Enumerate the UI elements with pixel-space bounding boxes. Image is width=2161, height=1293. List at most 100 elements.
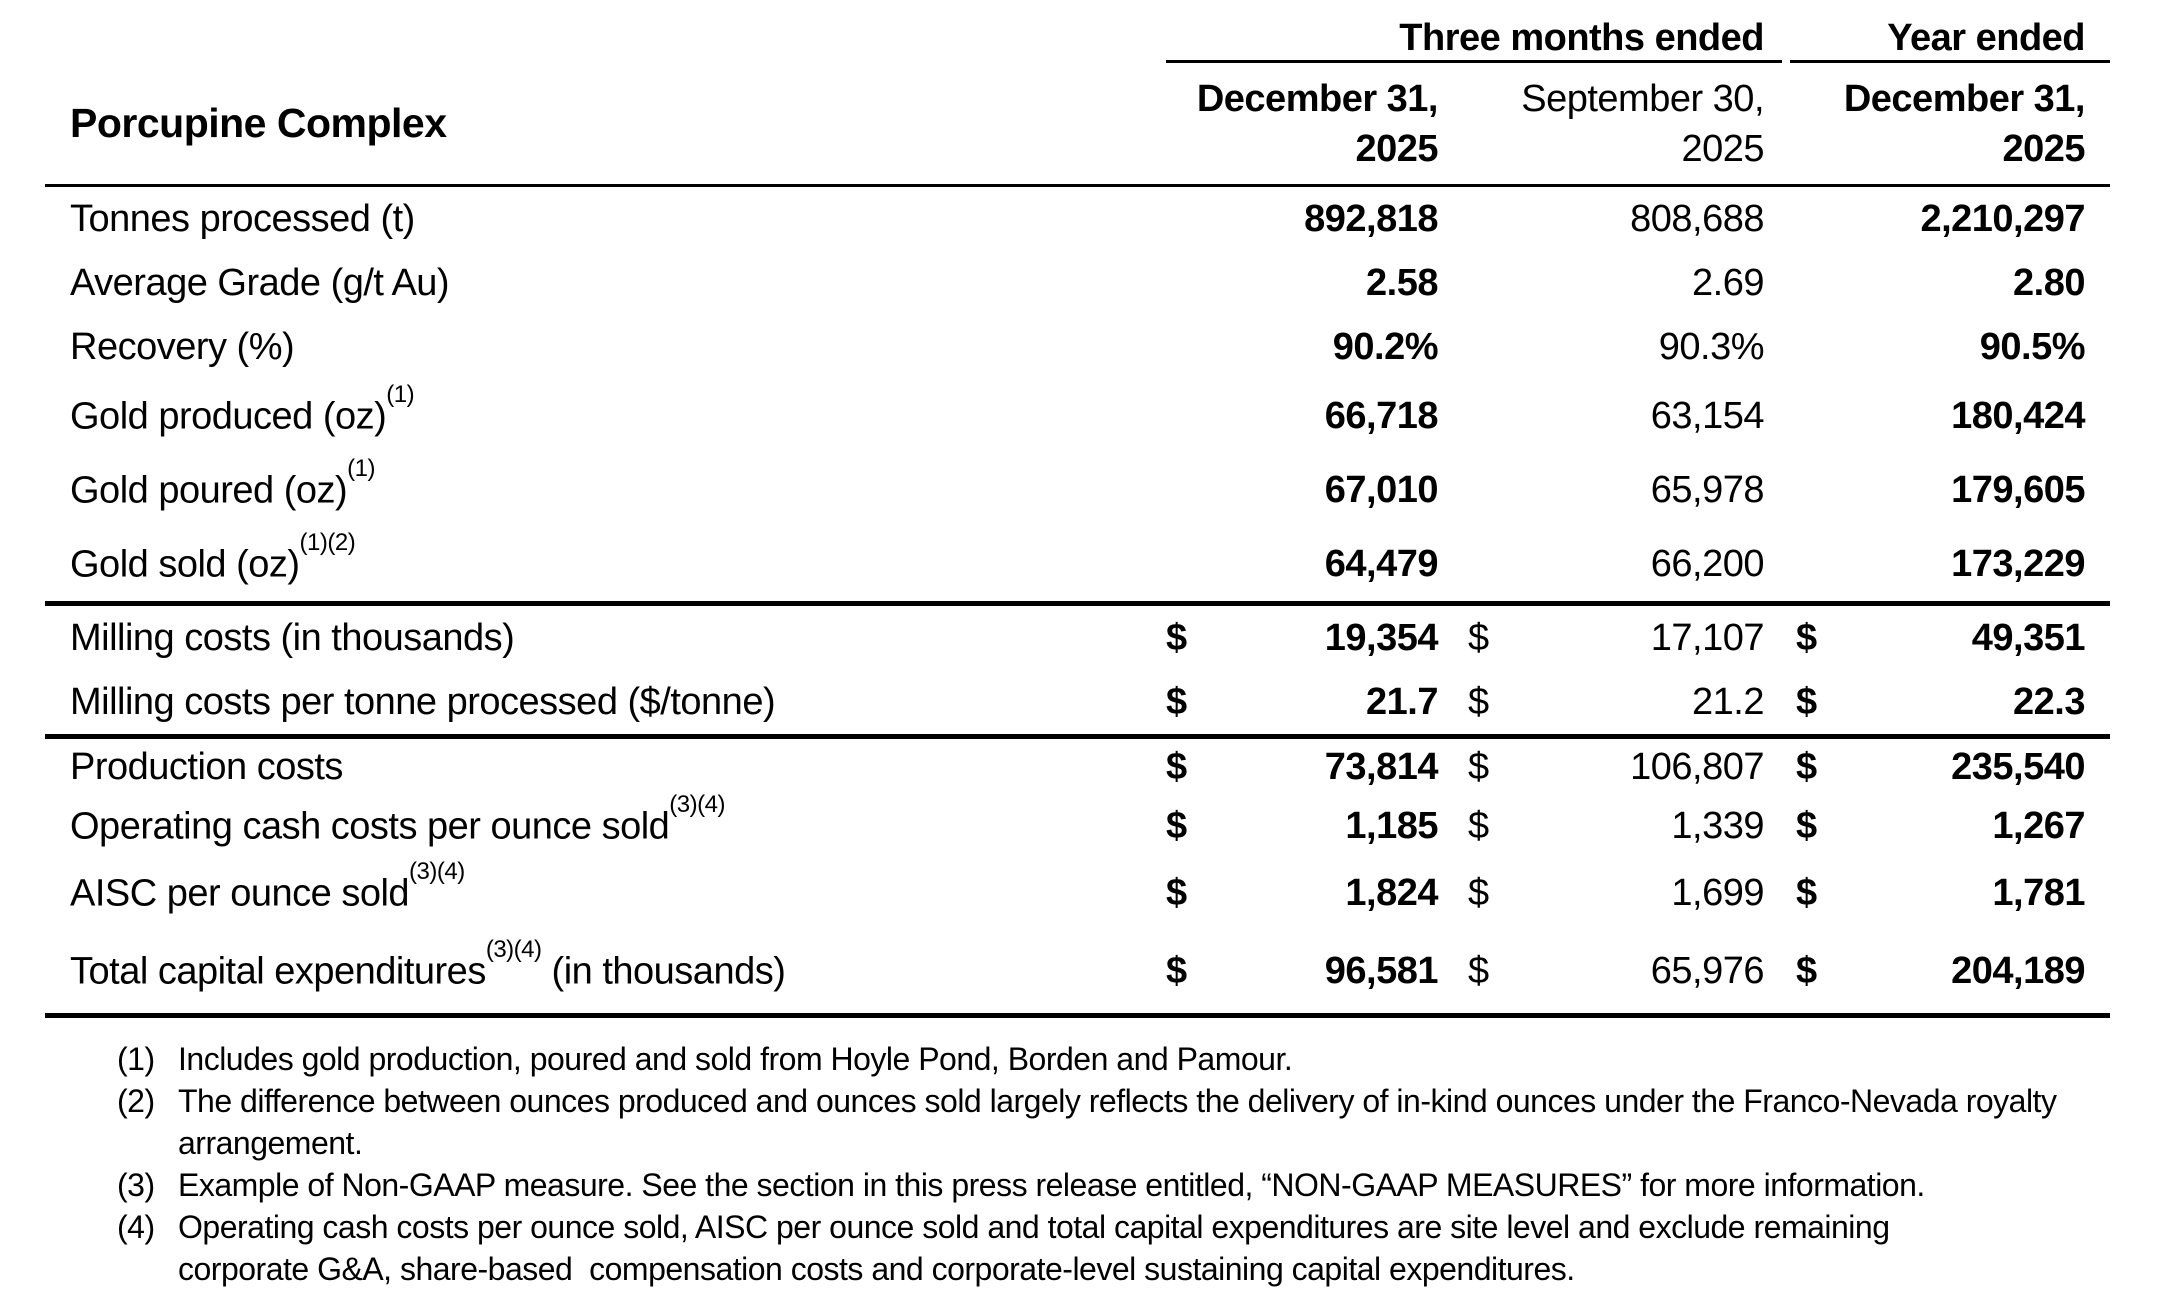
footnote-text: Operating cash costs per ounce sold, AIS… — [178, 1209, 1890, 1287]
cell-value: 49,351 — [1971, 616, 2086, 659]
table-row: Milling costs (in thousands) $19,354 $17… — [45, 606, 2110, 670]
cell-value: 67,010 — [1324, 468, 1439, 511]
section-divider — [45, 734, 2110, 739]
cell-value: 1,824 — [1345, 871, 1438, 914]
row-label: Total capital expenditures(3)(4) (in tho… — [70, 935, 786, 993]
cell-value: 63,154 — [1650, 394, 1765, 437]
footnote-ref-marker: (1)(2) — [299, 528, 356, 556]
footnotes: (1) Includes gold production, poured and… — [45, 1038, 2110, 1290]
row-label: Average Grade (g/t Au) — [70, 261, 450, 304]
col-header-year: 2025 — [1681, 127, 1764, 170]
three-months-ended-header: Three months ended — [1399, 17, 1764, 59]
year-ended-header: Year ended — [1887, 17, 2085, 59]
col-header-month: September 30, — [1521, 77, 1764, 120]
footnote-text: Includes gold production, poured and sol… — [178, 1041, 1293, 1077]
table-title: Porcupine Complex — [70, 100, 447, 146]
row-label: Operating cash costs per ounce sold(3)(4… — [70, 790, 725, 848]
dollar-sign: $ — [1796, 949, 1817, 992]
dollar-sign: $ — [1796, 871, 1817, 914]
row-label: Milling costs per tonne processed ($/ton… — [70, 680, 776, 723]
col-header-month: December 31, — [1843, 77, 2086, 120]
cell-value: 66,718 — [1324, 394, 1439, 437]
dollar-sign: $ — [1468, 745, 1489, 788]
footnote-marker: (3) — [117, 1167, 155, 1203]
period-group-underline — [45, 60, 2110, 63]
dollar-sign: $ — [1796, 804, 1817, 847]
cell-value: 179,605 — [1951, 468, 2085, 511]
table-row: Tonnes processed (t) 892,818 808,688 2,2… — [45, 187, 2110, 251]
cell-value: 17,107 — [1650, 616, 1765, 659]
table-row: AISC per ounce sold(3)(4) $1,824 $1,699 … — [45, 857, 2110, 929]
cell-value: 96,581 — [1324, 949, 1439, 992]
dollar-sign: $ — [1166, 745, 1187, 788]
footnote-ref-marker: (3)(4) — [409, 857, 465, 885]
row-label: Production costs — [70, 745, 343, 788]
cell-value: 2.58 — [1366, 261, 1438, 304]
cell-value: 1,339 — [1671, 804, 1764, 847]
cell-value: 66,200 — [1650, 542, 1765, 585]
dollar-sign: $ — [1166, 804, 1187, 847]
cell-value: 1,185 — [1345, 804, 1438, 847]
cell-value: 21.7 — [1366, 680, 1438, 723]
table-row: Milling costs per tonne processed ($/ton… — [45, 670, 2110, 734]
cell-value: 90.3% — [1658, 325, 1765, 368]
footnote-text: Example of Non-GAAP measure. See the sec… — [178, 1167, 1925, 1203]
table-row: Gold sold (oz)(1)(2) 64,479 66,200 173,2… — [45, 527, 2110, 601]
dollar-sign: $ — [1166, 680, 1187, 723]
col-header-q3-2025: September 30, 2025 — [1460, 74, 1786, 174]
cell-value: 90.2% — [1332, 325, 1439, 368]
dollar-sign: $ — [1468, 680, 1489, 723]
cell-value: 22.3 — [2013, 680, 2085, 723]
table-row: Recovery (%) 90.2% 90.3% 90.5% — [45, 315, 2110, 379]
footnote-ref-marker: (3)(4) — [669, 790, 725, 818]
dollar-sign: $ — [1166, 616, 1187, 659]
cell-value: 106,807 — [1630, 745, 1764, 788]
date-header-row: Porcupine Complex December 31, 2025 Sept… — [45, 63, 2110, 184]
col-header-fy-2025: December 31, 2025 — [1786, 74, 2110, 174]
row-label: Gold produced (oz)(1) — [70, 380, 415, 438]
section-divider — [45, 601, 2110, 606]
cell-value: 73,814 — [1324, 745, 1439, 788]
table-row: Total capital expenditures(3)(4) (in tho… — [45, 929, 2110, 1013]
col-header-month: December 31, — [1196, 77, 1439, 120]
three-months-underline — [1166, 60, 1782, 63]
footnote-ref-marker: (1) — [347, 454, 375, 482]
table-row: Production costs $73,814 $106,807 $235,5… — [45, 739, 2110, 795]
row-label: AISC per ounce sold(3)(4) — [70, 857, 465, 915]
operating-results-table: Three months ended Year ended Porcupine … — [45, 0, 2110, 1290]
footnote-4: (4) Operating cash costs per ounce sold,… — [117, 1206, 2110, 1290]
footnote-text: The difference between ounces produced a… — [178, 1083, 2057, 1161]
table-row: Operating cash costs per ounce sold(3)(4… — [45, 790, 2110, 857]
cell-value: 2,210,297 — [1920, 197, 2085, 240]
cell-value: 808,688 — [1630, 197, 1764, 240]
dollar-sign: $ — [1796, 616, 1817, 659]
row-label: Gold sold (oz)(1)(2) — [70, 528, 356, 586]
col-header-q4-2025: December 31, 2025 — [1166, 74, 1460, 174]
header-bottom-rule — [45, 184, 2110, 187]
table-row: Gold produced (oz)(1) 66,718 63,154 180,… — [45, 379, 2110, 453]
row-label: Gold poured (oz)(1) — [70, 454, 375, 512]
footnote-marker: (2) — [117, 1083, 155, 1119]
footnote-ref-marker: (1) — [386, 380, 415, 408]
cell-value: 204,189 — [1951, 949, 2085, 992]
cell-value: 1,781 — [1992, 871, 2085, 914]
cell-value: 892,818 — [1304, 197, 1438, 240]
footnote-marker: (4) — [117, 1209, 155, 1245]
footnote-3: (3) Example of Non-GAAP measure. See the… — [117, 1164, 2110, 1206]
dollar-sign: $ — [1468, 616, 1489, 659]
cell-value: 65,978 — [1650, 468, 1765, 511]
dollar-sign: $ — [1468, 871, 1489, 914]
year-ended-underline — [1790, 60, 2110, 63]
dollar-sign: $ — [1166, 871, 1187, 914]
cell-value: 1,267 — [1992, 804, 2085, 847]
cell-value: 21.2 — [1692, 680, 1764, 723]
dollar-sign: $ — [1796, 680, 1817, 723]
row-label: Milling costs (in thousands) — [70, 616, 515, 659]
dollar-sign: $ — [1796, 745, 1817, 788]
dollar-sign: $ — [1166, 949, 1187, 992]
cell-value: 2.69 — [1692, 261, 1764, 304]
cell-value: 173,229 — [1951, 542, 2085, 585]
cell-value: 1,699 — [1671, 871, 1764, 914]
table-row: Average Grade (g/t Au) 2.58 2.69 2.80 — [45, 251, 2110, 315]
